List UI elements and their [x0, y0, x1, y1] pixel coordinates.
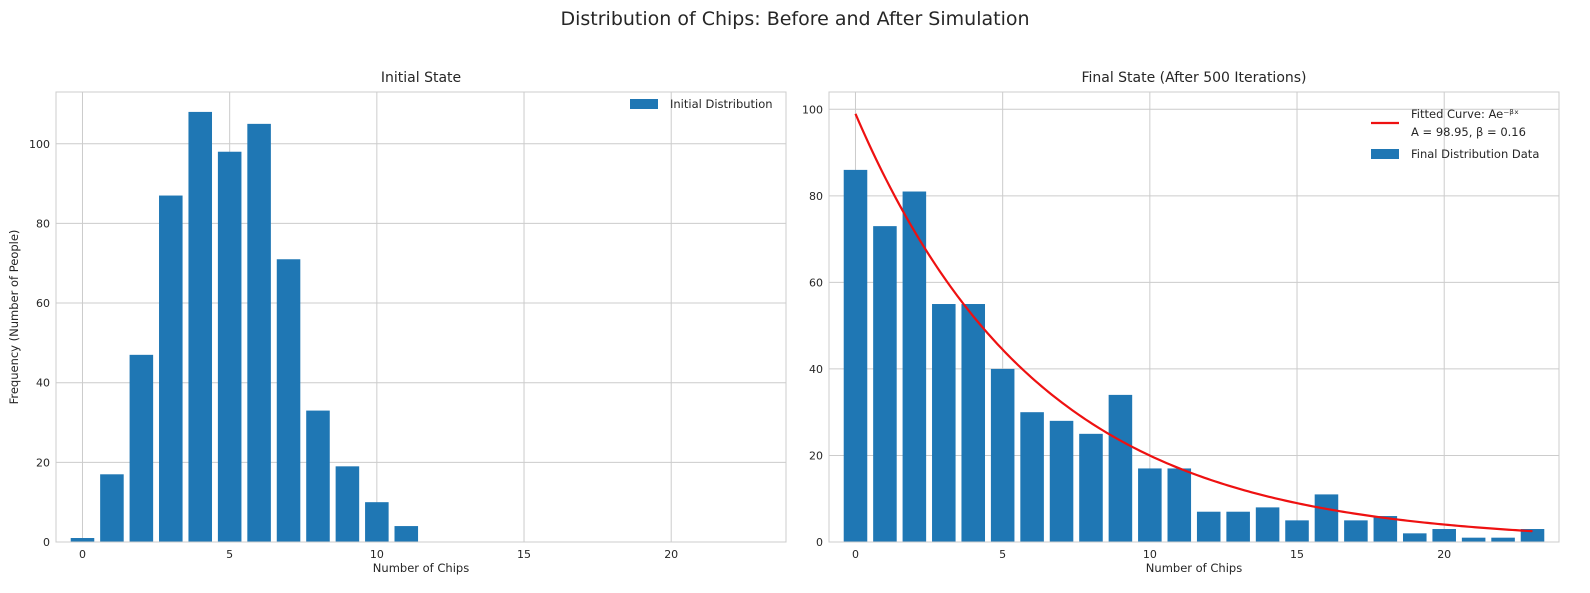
final-state-y-tick-label: 0 [816, 536, 823, 549]
final-state-bar [1402, 533, 1427, 542]
final-state-bar [1491, 537, 1515, 542]
final-state-axes-frame [828, 91, 1560, 543]
initial-state-bar [306, 410, 330, 542]
initial-state-y-tick-label: 80 [36, 217, 50, 230]
initial-state-y-axis-label: Frequency (Number of People) [7, 230, 21, 405]
initial-state-y-tick-label: 60 [36, 297, 50, 310]
initial-state-y-tick-label: 20 [36, 456, 50, 469]
final-state-bar [1167, 468, 1192, 542]
final-state-bar [1461, 537, 1486, 542]
final-state-y-tick-label: 60 [809, 276, 823, 289]
final-state-bar [1285, 520, 1309, 542]
initial-state-x-tick-label: 20 [664, 548, 678, 561]
final-state-legend-bar-swatch [1371, 149, 1399, 159]
final-state-bar [932, 304, 956, 542]
final-state-legend-bar-label: Final Distribution Data [1411, 147, 1539, 161]
initial-state-y-tick-label: 0 [43, 536, 50, 549]
initial-state-legend-swatch [630, 99, 658, 109]
final-state-bar [873, 226, 897, 542]
initial-state-bar [159, 195, 183, 542]
final-state-y-tick-label: 20 [809, 449, 823, 462]
final-state-bar [1226, 511, 1250, 542]
initial-state-title: Initial State [381, 70, 461, 86]
initial-state-bar [129, 354, 154, 542]
initial-state-x-tick-label: 5 [226, 548, 233, 561]
initial-state-bar [394, 526, 419, 542]
initial-state-bar [335, 466, 360, 542]
initial-state-x-tick-label: 10 [370, 548, 384, 561]
initial-state-bar [247, 123, 271, 543]
final-state-bar [1432, 529, 1456, 542]
final-state-y-tick-label: 40 [809, 363, 823, 376]
final-state-bar [990, 368, 1015, 542]
initial-state-bar [100, 474, 124, 542]
initial-state-panel: Initial State Number of Chips Frequency … [7, 70, 787, 575]
final-state-legend-curve-label-line2: A = 98.95, β = 0.16 [1411, 125, 1526, 139]
initial-state-bar [276, 259, 301, 542]
final-state-bar [961, 304, 986, 542]
final-state-bar [1373, 516, 1398, 542]
final-state-bar [1138, 468, 1162, 542]
final-state-x-axis-label: Number of Chips [1146, 561, 1242, 575]
final-state-fitted-curve [854, 113, 1533, 533]
final-state-panel: Final State (After 500 Iterations) Numbe… [802, 70, 1560, 575]
final-state-legend-curve-label-line1: Fitted Curve: Ae⁻ᵝˣ [1411, 107, 1519, 121]
initial-state-bar [188, 111, 213, 543]
final-state-bar [902, 191, 927, 542]
final-state-bar [1255, 507, 1280, 542]
initial-state-x-axis-label: Number of Chips [373, 561, 469, 575]
final-state-x-tick-label: 5 [999, 548, 1006, 561]
final-state-bar [1108, 394, 1133, 542]
initial-state-y-tick-label: 100 [29, 138, 50, 151]
final-state-x-tick-label: 0 [852, 548, 859, 561]
final-state-x-tick-label: 15 [1290, 548, 1304, 561]
final-state-x-tick-label: 10 [1143, 548, 1157, 561]
initial-state-legend: Initial Distribution [630, 97, 773, 111]
final-state-y-tick-label: 80 [809, 190, 823, 203]
initial-state-legend-label: Initial Distribution [670, 97, 773, 111]
figure-title: Distribution of Chips: Before and After … [560, 8, 1029, 30]
final-state-bar [1196, 511, 1221, 542]
final-state-bar [1049, 420, 1074, 542]
initial-state-x-tick-label: 15 [517, 548, 531, 561]
final-state-bar [1344, 520, 1368, 542]
final-state-bar [1020, 412, 1044, 542]
final-state-bar [1079, 433, 1103, 542]
initial-state-bar [217, 151, 242, 543]
final-state-bar [843, 169, 868, 542]
initial-state-x-tick-label: 0 [79, 548, 86, 561]
initial-state-y-tick-label: 40 [36, 377, 50, 390]
initial-state-bar [70, 538, 95, 542]
initial-state-axes-frame [55, 91, 787, 543]
final-state-y-tick-label: 100 [802, 103, 823, 116]
final-state-x-tick-label: 20 [1437, 548, 1451, 561]
final-state-bar [1520, 529, 1545, 542]
final-state-title: Final State (After 500 Iterations) [1081, 70, 1306, 86]
final-state-bar [1314, 494, 1339, 542]
initial-state-bar [365, 502, 389, 542]
final-state-legend: Fitted Curve: Ae⁻ᵝˣ A = 98.95, β = 0.16 Fi… [1371, 107, 1539, 161]
